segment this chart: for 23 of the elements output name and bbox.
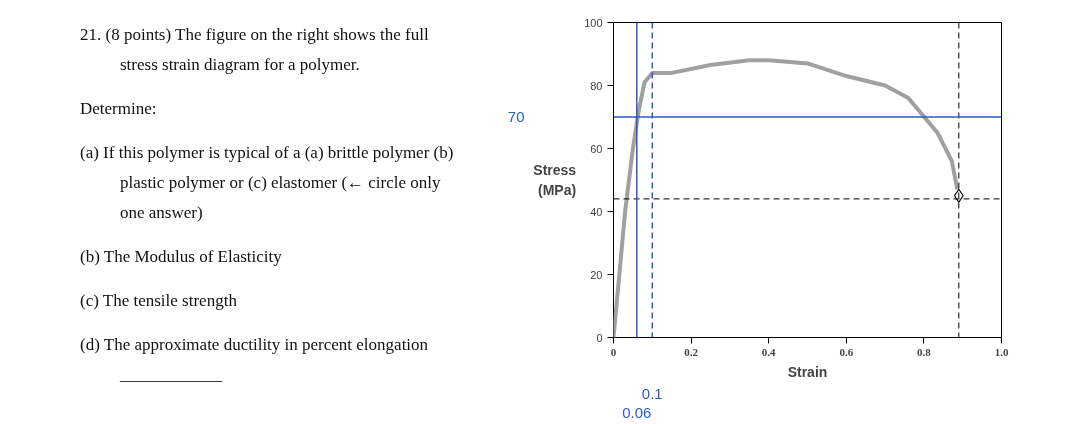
x-tick-label: 0.2	[684, 345, 699, 358]
y-tick-label: 0	[596, 331, 603, 344]
x-tick-label: 0	[610, 345, 617, 358]
x-tick-label: 0.8	[917, 345, 932, 358]
ref-line-label: 0.1	[641, 384, 663, 402]
x-tick-label: 0.4	[761, 345, 777, 358]
y-tick-label: 20	[590, 268, 603, 281]
y-tick-label: 100	[584, 16, 603, 29]
y-axis-title: Stress (MPa)	[533, 162, 577, 198]
y-tick-label: 80	[590, 79, 603, 92]
ref-line-label: 70	[507, 108, 525, 125]
text: (b) The Modulus of Elasticity	[80, 246, 283, 268]
text: (c) The tensile strength	[80, 290, 238, 312]
text: Determine:	[80, 98, 158, 120]
x-tick-label: 1.0	[994, 345, 1009, 358]
y-tick-label: 40	[590, 205, 603, 218]
x-axis-title: Strain	[787, 363, 828, 380]
text: (d) The approximate ductility in percent elongation ____________	[80, 334, 430, 386]
x-tick-label: 0.6	[839, 345, 854, 358]
text: (a) If this polymer is typical of a (a) brittle polymer (b) plastic polymer or (c) elastomer (← circle only one answer)	[80, 142, 455, 224]
ref-line-label: 0.06	[622, 403, 652, 421]
y-tick-label: 60	[590, 142, 603, 155]
text: 21. (8 points) The figure on the right shows the full stress strain diagram for a polymer.	[80, 24, 430, 76]
